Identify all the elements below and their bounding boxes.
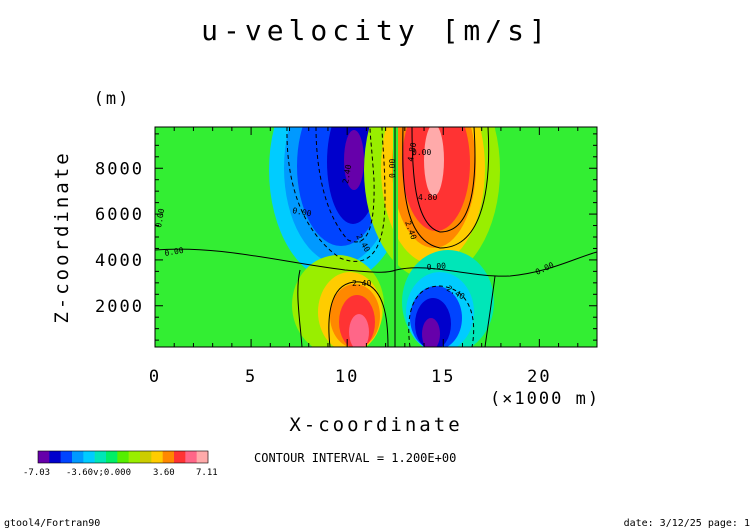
chart-title: u-velocity [m/s]: [201, 14, 551, 47]
colorbar-swatch: [128, 451, 141, 463]
field-neg-top-l5: [344, 130, 364, 190]
field-neg-bot-l5: [422, 318, 440, 347]
contour-label: 2.40: [352, 279, 371, 288]
colorbar-swatch: [106, 451, 118, 463]
contour-neg-contour-top: [286, 127, 386, 262]
plot-area: 0.000.000.000.000.00 0.000.002.402.402.40…: [154, 127, 597, 347]
field-pos-top-l5: [424, 127, 444, 196]
x-unit-label: (×1000 m): [490, 389, 600, 409]
contour-interval: CONTOUR INTERVAL = 1.200E+00: [254, 451, 456, 465]
colorbar-swatch: [140, 451, 152, 463]
colorbar-swatch: [117, 451, 129, 463]
colorbar-swatch: [83, 451, 95, 463]
x-tick-label: 0: [149, 367, 161, 387]
y-axis-title: Z-coordinate: [51, 150, 73, 323]
colorbar-swatch: [38, 451, 50, 463]
contour-zero-line-left: [155, 248, 397, 273]
colorbar-max-label: 7.11: [196, 468, 218, 478]
contour-label: 4.80: [406, 142, 418, 163]
colorbar-swatch: [60, 451, 73, 463]
contour-neg-contour-bot: [408, 285, 475, 347]
y-tick-label: 6000: [95, 205, 144, 225]
contour-zero-line-bl: [297, 269, 303, 347]
contour-pos-contour-top2: [411, 127, 476, 233]
x-tick-label: 5: [245, 367, 257, 387]
contour-label: 2.40: [341, 164, 353, 185]
colorbar-swatch: [151, 451, 163, 463]
colorbar-mid-labels: -3.60v;0.000: [66, 468, 131, 478]
contour-zero-line-right: [395, 251, 597, 277]
colorbar-swatch: [49, 451, 61, 463]
contour-neg-contour-top2: [315, 127, 375, 243]
field-pos-bot-l5: [349, 314, 369, 347]
x-tick-label: 10: [335, 367, 359, 387]
y-tick-label: 8000: [95, 159, 144, 179]
colorbar-swatch: [174, 451, 186, 463]
contour-label: 0.00: [426, 261, 446, 272]
contour-label: 0.00: [164, 246, 185, 258]
contour-pos-contour-bot: [328, 281, 389, 347]
colorbar-swatch: [72, 451, 84, 463]
y-tick-label: 2000: [95, 297, 144, 317]
colorbar-swatch: [162, 451, 175, 463]
colorbar-frame: [37, 450, 209, 464]
colorbar: [37, 450, 209, 464]
colorbar-swatch: [185, 451, 197, 463]
contour-label: 4.80: [418, 193, 437, 202]
x-axis-title: X-coordinate: [289, 414, 462, 436]
footer-left: gtool4/Fortran90: [4, 518, 100, 529]
contour-label: 0.00: [412, 148, 431, 157]
colorbar-min-label: -7.03: [23, 468, 50, 478]
contour-label: 0.00: [292, 206, 313, 218]
colorbar-swatch: [94, 451, 107, 463]
contour-pos-contour-top: [402, 127, 490, 249]
colorbar-swatch: [196, 451, 209, 463]
y-unit-label: (m): [94, 89, 131, 109]
contour-label: 0.00: [388, 159, 397, 178]
x-tick-label: 15: [431, 367, 455, 387]
x-tick-label: 20: [527, 367, 551, 387]
footer-right: date: 3/12/25 page: 1: [624, 518, 750, 529]
y-tick-label: 4000: [95, 251, 144, 271]
contour-label: 0.00: [154, 208, 166, 229]
colorbar-pos-label: 3.60: [153, 468, 175, 478]
contour-zero-line-br: [484, 275, 496, 347]
